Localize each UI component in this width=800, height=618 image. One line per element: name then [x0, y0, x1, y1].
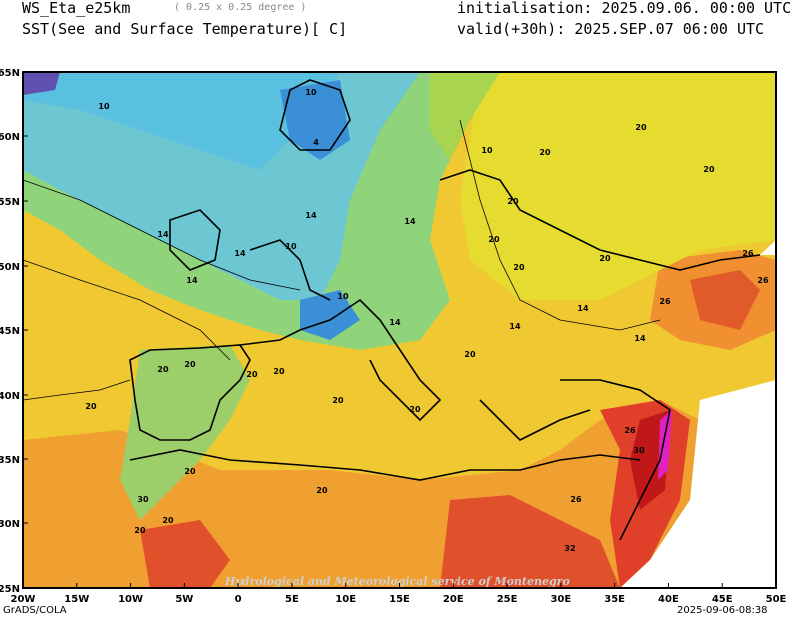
contour-label: 26 — [659, 297, 671, 306]
lon-tick-label: 5E — [285, 594, 299, 605]
contour-label: 26 — [757, 276, 769, 285]
contour-label: 20 — [85, 402, 97, 411]
outside-domain — [620, 380, 776, 588]
contour-label: 26 — [570, 495, 582, 504]
contour-label: 14 — [157, 230, 169, 239]
contour-label: 14 — [234, 249, 246, 258]
contour-label: 32 — [564, 544, 575, 553]
contour-label: 4 — [313, 138, 319, 147]
contour-label: 20 — [273, 367, 285, 376]
resolution-label: ( 0.25 x 0.25 degree ) — [174, 2, 307, 13]
contour-label: 14 — [577, 304, 589, 313]
contour-label: 20 — [635, 123, 647, 132]
contour-label: 20 — [539, 148, 551, 157]
contour-label: 20 — [134, 526, 146, 535]
contour-label: 20 — [162, 516, 174, 525]
contour-label: 14 — [509, 322, 521, 331]
contour-label: 26 — [624, 426, 636, 435]
contour-label: 14 — [404, 217, 416, 226]
lat-tick-label: 35N — [0, 455, 20, 466]
contour-label: 14 — [634, 334, 646, 343]
software-label: GrADS/COLA — [3, 605, 67, 616]
map-field: Hydrological and Meteorological service … — [23, 72, 776, 588]
contour-label: 14 — [389, 318, 401, 327]
veryhot-patch-caspian — [690, 270, 760, 330]
cold-region-north — [23, 72, 340, 170]
veryhot-patch-egypt — [440, 495, 620, 588]
latitude-axis: 65N 60N 55N 50N 45N 40N 35N 30N 25N — [0, 68, 28, 595]
lat-tick-label: 45N — [0, 326, 20, 337]
longitude-axis: 20W 15W 10W 5W 0 5E 10E 15E 20E 25E 30E 35E 40E 45E 50… — [11, 583, 787, 605]
veryhot-patch-morocco — [140, 520, 230, 588]
contours — [23, 119, 661, 401]
contour-label: 10 — [337, 292, 349, 301]
warm-region-east — [460, 72, 776, 300]
contour-label: 20 — [464, 350, 476, 359]
lat-tick-label: 25N — [0, 584, 20, 595]
contour-label: 10 — [305, 88, 317, 97]
contour-label: 10 — [285, 242, 297, 251]
contour-label: 20 — [409, 405, 421, 414]
extreme-magenta-patch — [658, 410, 672, 480]
lon-tick-label: 20W — [11, 594, 36, 605]
contour-label-layer: 10 10 4 10 14 14 14 14 14 10 10 14 20 20 20 20 20 20 20 14 1… — [85, 88, 769, 553]
cold-region-scandinavia — [280, 80, 350, 160]
initialisation-label: initialisation: 2025.09.06. 00:00 UTC — [457, 0, 792, 17]
lat-tick-label: 60N — [0, 132, 20, 143]
lon-tick-label: 10E — [335, 594, 356, 605]
contour-label: 20 — [246, 370, 258, 379]
lon-tick-label: 15E — [389, 594, 410, 605]
lat-tick-label: 30N — [0, 519, 20, 530]
valid-time-label: valid(+30h): 2025.SEP.07 06:00 UTC — [457, 20, 765, 38]
contour-label: 20 — [507, 197, 519, 206]
lon-tick-label: 50E — [766, 594, 787, 605]
contour-label: 10 — [481, 146, 493, 155]
contour-label: 20 — [599, 254, 611, 263]
lat-tick-label: 55N — [0, 197, 20, 208]
lat-tick-label: 50N — [0, 262, 20, 273]
contour-label: 26 — [742, 249, 754, 258]
contour-label: 20 — [332, 396, 344, 405]
contour-label: 20 — [184, 360, 196, 369]
lon-tick-label: 25E — [497, 594, 518, 605]
lon-tick-label: 5W — [175, 594, 193, 605]
contour-label: 14 — [186, 276, 198, 285]
contour-label: 20 — [184, 467, 196, 476]
variable-title: SST(See and Surface Temperature)[ C] — [22, 20, 348, 38]
contour-label: 30 — [137, 495, 149, 504]
lon-tick-label: 20E — [443, 594, 464, 605]
lon-tick-label: 45E — [712, 594, 733, 605]
timestamp-label: 2025-09-06-08:38 — [677, 605, 768, 616]
lon-tick-label: 35E — [604, 594, 625, 605]
contour-label: 20 — [488, 235, 500, 244]
mild-region-baltic — [430, 72, 500, 160]
watermark: Hydrological and Meteorological service … — [224, 575, 570, 588]
mild-region-iberia — [120, 345, 250, 520]
contour-label: 20 — [703, 165, 715, 174]
lon-tick-label: 15W — [64, 594, 89, 605]
extreme-cold-corner — [23, 72, 60, 95]
contour-label: 20 — [513, 263, 525, 272]
contour-label: 30 — [633, 446, 645, 455]
model-title: WS_Eta_e25km — [22, 0, 131, 17]
contour-label: 20 — [157, 365, 169, 374]
lon-tick-label: 40E — [658, 594, 679, 605]
contour-label: 14 — [305, 211, 317, 220]
coastlines — [129, 79, 761, 541]
lon-tick-label: 10W — [118, 594, 143, 605]
lat-tick-label: 65N — [0, 68, 20, 79]
lon-tick-label: 30E — [550, 594, 571, 605]
contour-label: 20 — [316, 486, 328, 495]
lon-tick-label: 0 — [235, 594, 242, 605]
lat-tick-label: 40N — [0, 391, 20, 402]
contour-label: 10 — [98, 102, 110, 111]
cold-region-alps — [300, 290, 360, 340]
